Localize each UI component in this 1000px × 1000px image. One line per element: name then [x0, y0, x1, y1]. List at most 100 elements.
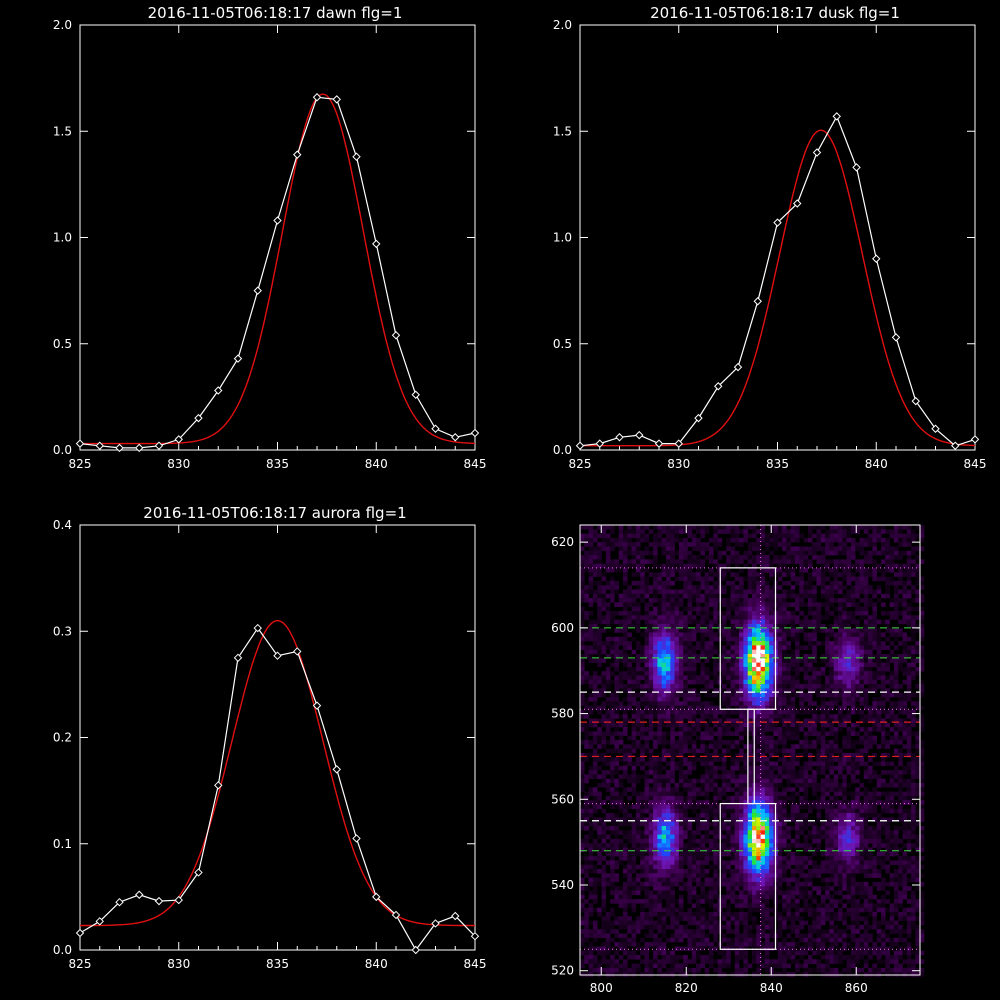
- heatmap-cell: [709, 559, 714, 564]
- heatmap-cell: [597, 791, 602, 797]
- heatmap-cell: [829, 580, 834, 586]
- heatmap-cell: [799, 645, 804, 650]
- heatmap-cell: [670, 722, 675, 728]
- heatmap-cell: [915, 568, 920, 573]
- heatmap-cell: [584, 731, 589, 736]
- heatmap-cell: [743, 765, 748, 771]
- heatmap-cell: [825, 731, 830, 736]
- heatmap-cell: [786, 546, 791, 552]
- heatmap-cell: [842, 821, 847, 827]
- heatmap-cell: [644, 688, 650, 693]
- heatmap-cell: [687, 615, 693, 620]
- data-point-marker: [391, 910, 401, 920]
- heatmap-cell: [648, 684, 654, 689]
- heatmap-cell: [786, 654, 791, 659]
- data-point-marker: [372, 892, 381, 902]
- heatmap-cell: [623, 580, 628, 586]
- heatmap-cell: [592, 589, 598, 595]
- heatmap-cell: [721, 615, 727, 620]
- heatmap-cell: [863, 529, 869, 534]
- heatmap-cell: [786, 701, 791, 706]
- heatmap-cell: [653, 666, 658, 672]
- heatmap-cell: [747, 778, 753, 784]
- heatmap-cell: [657, 697, 662, 702]
- heatmap-cell: [644, 537, 650, 543]
- heatmap-cell: [653, 692, 658, 698]
- heatmap-cell: [769, 645, 774, 650]
- heatmap-cell: [782, 834, 787, 840]
- heatmap-cell: [661, 684, 667, 689]
- heatmap-cell: [704, 615, 710, 620]
- heatmap-cell: [666, 619, 671, 625]
- heatmap-cell: [893, 636, 899, 642]
- heatmap-cell: [653, 740, 658, 745]
- heatmap-cell: [915, 813, 920, 818]
- heatmap-cell: [769, 589, 774, 595]
- heatmap-cell: [674, 598, 680, 603]
- heatmap-cell: [859, 636, 865, 642]
- heatmap-cell: [691, 692, 697, 698]
- heatmap-cell: [584, 774, 589, 779]
- heatmap-cell: [610, 649, 615, 655]
- heatmap-cell: [661, 636, 667, 642]
- heatmap-cell: [782, 748, 787, 754]
- heatmap-cell: [592, 559, 598, 564]
- heatmap-cell: [610, 654, 615, 659]
- heatmap-cell: [726, 722, 731, 728]
- heatmap-cell: [850, 722, 856, 728]
- heatmap-cell: [859, 628, 865, 633]
- heatmap-cell: [898, 800, 903, 805]
- heatmap-cell: [881, 688, 886, 693]
- heatmap-cell: [640, 525, 645, 530]
- heatmap-cell: [597, 834, 602, 840]
- heatmap-cell: [747, 748, 753, 754]
- heatmap-cell: [627, 821, 632, 827]
- heatmap-cell: [691, 830, 697, 835]
- heatmap-cell: [803, 795, 809, 801]
- heatmap-cell: [807, 641, 813, 646]
- heatmap-cell: [588, 632, 594, 638]
- heatmap-cell: [661, 666, 667, 672]
- heatmap-cell: [644, 808, 650, 814]
- heatmap-cell: [846, 679, 852, 685]
- heatmap-cell: [618, 808, 624, 814]
- heatmap-cell: [893, 838, 899, 844]
- heatmap-cell: [700, 718, 705, 724]
- heatmap-cell: [717, 525, 723, 530]
- heatmap-cell: [721, 774, 727, 779]
- heatmap-cell: [700, 671, 705, 676]
- heatmap-cell: [657, 731, 662, 736]
- heatmap-cell: [803, 813, 809, 818]
- heatmap-cell: [752, 606, 757, 612]
- heatmap-cell: [653, 679, 658, 685]
- heatmap-cell: [644, 795, 650, 801]
- heatmap-cell: [859, 576, 865, 582]
- heatmap-cell: [623, 550, 628, 556]
- heatmap-cell: [601, 826, 607, 831]
- heatmap-cell: [666, 529, 671, 534]
- heatmap-cell: [795, 654, 800, 659]
- heatmap-cell: [739, 701, 744, 706]
- heatmap-cell: [709, 714, 714, 719]
- heatmap-cell: [635, 542, 641, 547]
- heatmap-cell: [691, 783, 697, 788]
- heatmap-cell: [653, 705, 658, 711]
- heatmap-cell: [825, 714, 830, 719]
- heatmap-cell: [915, 572, 920, 577]
- heatmap-cell: [687, 666, 693, 672]
- heatmap-cell: [919, 632, 925, 638]
- heatmap-cell: [653, 783, 658, 788]
- heatmap-cell: [859, 580, 865, 586]
- heatmap-cell: [721, 649, 727, 655]
- heatmap-cell: [902, 795, 908, 801]
- heatmap-cell: [773, 559, 779, 564]
- heatmap-cell: [915, 589, 920, 595]
- heatmap-cell: [872, 761, 877, 767]
- heatmap-cell: [653, 701, 658, 706]
- heatmap-cell: [661, 800, 667, 805]
- heatmap-cell: [846, 834, 852, 840]
- heatmap-cell: [691, 662, 697, 668]
- heatmap-cell: [747, 757, 753, 762]
- heatmap-cell: [739, 718, 744, 724]
- heatmap-cell: [678, 817, 684, 822]
